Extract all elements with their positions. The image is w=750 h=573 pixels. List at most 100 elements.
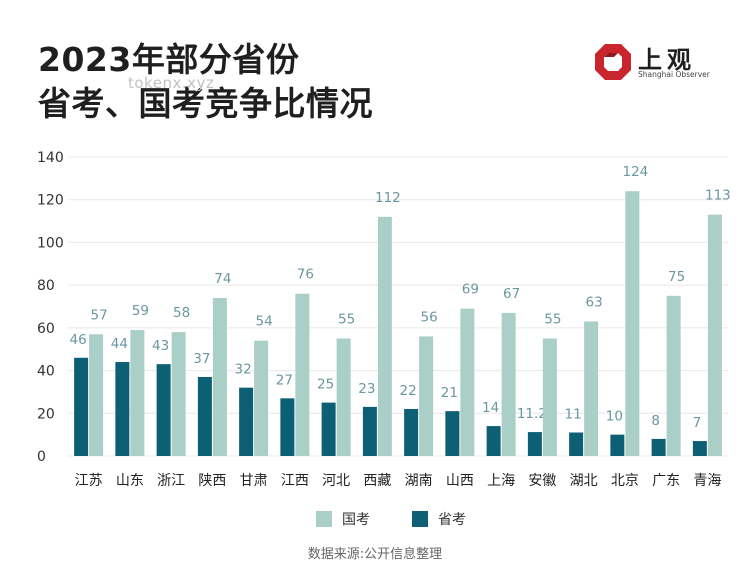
x-category-label-4: 甘肃 <box>240 473 268 489</box>
data-label-guokao-3: 74 <box>214 271 231 287</box>
x-category-label-12: 湖北 <box>570 473 598 489</box>
y-tick-label-140: 140 <box>37 150 64 166</box>
y-tick-label-120: 120 <box>37 193 64 209</box>
data-label-shengkao-13: 10 <box>606 409 623 425</box>
x-category-label-1: 山东 <box>116 473 144 489</box>
data-label-shengkao-9: 21 <box>441 385 458 401</box>
bar-guokao-13 <box>625 191 640 456</box>
x-category-label-9: 山西 <box>446 473 474 489</box>
data-label-guokao-15: 113 <box>705 188 731 204</box>
data-label-guokao-12: 63 <box>586 294 603 310</box>
bar-guokao-5 <box>295 293 310 456</box>
x-category-label-3: 陕西 <box>198 473 226 489</box>
legend-swatch-guokao <box>316 511 332 527</box>
y-tick-label-80: 80 <box>37 278 55 294</box>
bar-shengkao-0 <box>74 357 89 456</box>
bar-shengkao-9 <box>445 411 460 456</box>
bar-shengkao-10 <box>486 426 501 456</box>
bar-guokao-6 <box>336 338 351 456</box>
legend-label-guokao: 国考 <box>342 512 370 528</box>
data-label-guokao-4: 54 <box>256 314 273 330</box>
data-label-shengkao-1: 44 <box>111 336 128 352</box>
x-category-label-11: 安徽 <box>528 473 556 489</box>
data-label-shengkao-14: 8 <box>651 413 660 429</box>
data-label-shengkao-0: 46 <box>70 332 87 348</box>
bar-guokao-10 <box>501 312 516 456</box>
bar-shengkao-8 <box>404 409 419 456</box>
title-line-1: 2023年部分省份 <box>38 40 300 79</box>
bar-guokao-4 <box>254 340 269 456</box>
bar-shengkao-12 <box>569 432 584 456</box>
bar-guokao-1 <box>130 329 145 456</box>
title-line-2: 省考、国考竞争比情况 <box>38 84 373 123</box>
bar-shengkao-11 <box>527 432 542 456</box>
bar-guokao-12 <box>584 321 599 456</box>
bar-guokao-15 <box>707 214 722 456</box>
x-category-label-15: 青海 <box>693 473 721 489</box>
bar-guokao-7 <box>377 216 392 456</box>
bar-shengkao-14 <box>651 438 666 456</box>
logo-name: 上观 <box>638 46 696 74</box>
y-tick-label-60: 60 <box>37 321 55 337</box>
data-label-guokao-5: 76 <box>297 267 314 283</box>
y-tick-label-40: 40 <box>37 364 55 380</box>
data-label-shengkao-15: 7 <box>693 415 702 431</box>
bar-shengkao-6 <box>321 402 336 456</box>
bar-guokao-3 <box>212 297 227 456</box>
legend: 国考 省考 <box>0 508 750 530</box>
watermark: tokenx.xyz <box>128 74 215 92</box>
bar-shengkao-3 <box>197 376 212 456</box>
bar-guokao-0 <box>89 334 104 456</box>
chart-title: 2023年部分省份 省考、国考竞争比情况 <box>38 38 373 126</box>
data-label-guokao-0: 57 <box>91 307 108 323</box>
y-tick-label-0: 0 <box>37 449 46 465</box>
x-category-label-0: 江苏 <box>75 473 103 489</box>
data-label-shengkao-10: 14 <box>482 400 499 416</box>
data-source: 数据来源:公开信息整理 <box>307 547 443 562</box>
bar-shengkao-13 <box>610 434 625 456</box>
data-label-guokao-9: 69 <box>462 282 479 298</box>
x-category-label-5: 江西 <box>281 473 309 489</box>
data-label-shengkao-4: 32 <box>235 362 252 378</box>
legend-label-shengkao: 省考 <box>438 512 466 528</box>
x-category-label-10: 上海 <box>487 473 515 489</box>
data-label-guokao-13: 124 <box>622 164 648 180</box>
shanghai-observer-logo: 上观 Shanghai Observer <box>594 42 724 86</box>
x-category-label-8: 湖南 <box>405 473 433 489</box>
bar-shengkao-7 <box>362 406 377 456</box>
data-label-shengkao-2: 43 <box>152 338 169 354</box>
x-category-label-14: 广东 <box>652 473 680 489</box>
bar-shengkao-5 <box>280 398 295 456</box>
bar-guokao-8 <box>419 336 434 456</box>
legend-swatch-shengkao <box>412 511 428 527</box>
bar-guokao-9 <box>460 308 475 456</box>
bar-guokao-11 <box>542 338 557 456</box>
data-label-shengkao-3: 37 <box>193 351 210 367</box>
data-label-guokao-11: 55 <box>544 312 561 328</box>
x-category-label-7: 西藏 <box>363 473 391 489</box>
data-label-shengkao-5: 27 <box>276 372 293 388</box>
y-tick-label-100: 100 <box>37 235 64 251</box>
data-label-guokao-10: 67 <box>503 286 520 302</box>
data-label-guokao-1: 59 <box>132 303 149 319</box>
bar-shengkao-1 <box>115 362 130 456</box>
logo-octagon-icon <box>595 44 631 80</box>
data-label-shengkao-7: 23 <box>358 381 375 397</box>
data-label-guokao-6: 55 <box>338 312 355 328</box>
logo-subtitle: Shanghai Observer <box>638 70 710 79</box>
data-label-guokao-7: 112 <box>375 190 401 206</box>
data-label-shengkao-8: 22 <box>400 383 417 399</box>
bar-shengkao-2 <box>156 364 171 456</box>
bar-guokao-2 <box>171 332 186 456</box>
data-label-guokao-14: 75 <box>668 269 685 285</box>
data-label-shengkao-6: 25 <box>317 377 334 393</box>
x-category-label-2: 浙江 <box>157 473 185 489</box>
data-label-guokao-8: 56 <box>421 309 438 325</box>
x-category-label-6: 河北 <box>322 473 350 489</box>
data-label-guokao-2: 58 <box>173 305 190 321</box>
x-category-label-13: 北京 <box>611 473 639 489</box>
data-label-shengkao-11: 11.2 <box>517 406 547 422</box>
bar-guokao-14 <box>666 295 681 456</box>
bar-shengkao-4 <box>239 387 254 456</box>
